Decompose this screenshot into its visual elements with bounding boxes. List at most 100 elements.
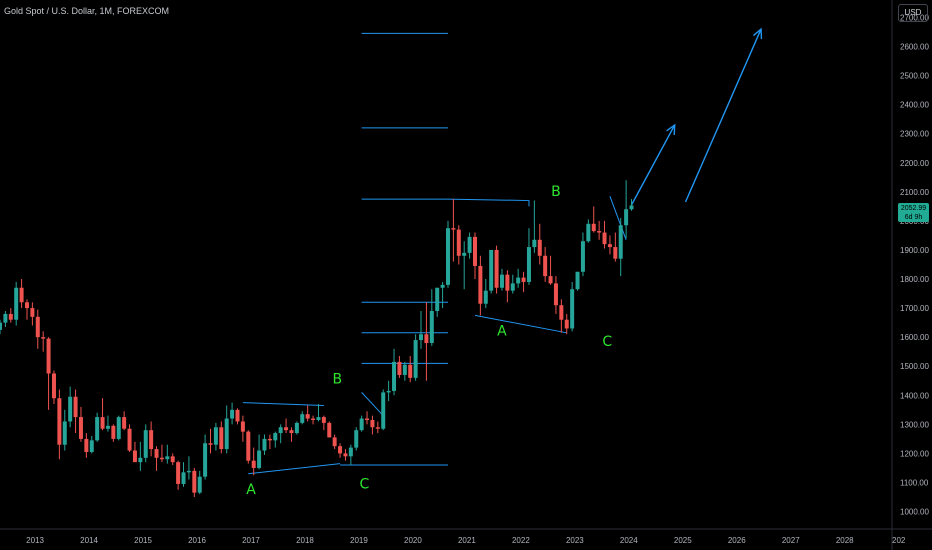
- candle-body: [62, 421, 67, 445]
- candle: [624, 180, 629, 239]
- projection-arrow[interactable]: [630, 123, 676, 206]
- candle: [0, 319, 2, 335]
- candle-body: [111, 425, 116, 439]
- candle: [494, 245, 499, 294]
- candle: [370, 415, 375, 435]
- candle: [537, 223, 542, 265]
- arrow-head: [666, 123, 676, 136]
- candle: [138, 441, 143, 471]
- candle-body: [381, 392, 386, 429]
- time-tick-label: 2020: [404, 536, 422, 545]
- candle: [359, 415, 364, 432]
- trend-line[interactable]: [248, 463, 341, 475]
- candle: [510, 274, 515, 294]
- candle-body: [305, 414, 310, 419]
- candle-body: [257, 450, 262, 468]
- candle-body: [138, 457, 143, 463]
- candle: [68, 386, 73, 428]
- wave-label-layer: A B C A B C: [246, 184, 612, 498]
- candle: [284, 418, 289, 434]
- candle: [543, 247, 548, 282]
- time-tick-label: 2018: [296, 536, 314, 545]
- time-axis[interactable]: 2013 2014 2015 2016 2017 2018 2019 2020 2021 2022…: [26, 536, 906, 545]
- price-tick-label: 1300.00: [900, 420, 929, 429]
- candle: [3, 311, 8, 327]
- candle-body: [208, 443, 213, 445]
- trend-line[interactable]: [447, 198, 530, 207]
- candle: [618, 217, 623, 277]
- trend-line[interactable]: [242, 402, 324, 406]
- wave-label: C: [602, 334, 612, 350]
- price-tick-label: 1800.00: [900, 275, 929, 284]
- price-axis[interactable]: 1000.00 1100.00 1200.00 1300.00 1400.00 1500.…: [900, 13, 929, 516]
- trend-line[interactable]: [361, 392, 384, 416]
- candle: [354, 427, 359, 451]
- candle-body: [586, 223, 591, 242]
- candle-body: [386, 390, 391, 393]
- candle-body: [607, 244, 612, 248]
- candle: [235, 408, 240, 425]
- candle: [170, 453, 175, 466]
- candle: [505, 270, 510, 303]
- price-tick-label: 1500.00: [900, 362, 929, 371]
- candle-body: [262, 438, 267, 451]
- candle: [499, 268, 504, 291]
- candle: [419, 311, 424, 349]
- candle-body: [375, 427, 380, 429]
- candle-body: [246, 431, 251, 461]
- candle-body: [186, 470, 191, 473]
- candle: [84, 433, 89, 458]
- candle: [591, 206, 596, 233]
- candle: [521, 271, 526, 293]
- last-price-value: 2052.99: [900, 205, 927, 212]
- candle: [489, 249, 494, 294]
- candle: [462, 241, 467, 290]
- wave-label: C: [359, 476, 369, 492]
- trend-line[interactable]: [609, 196, 627, 240]
- candle: [440, 281, 445, 309]
- candle: [273, 431, 278, 448]
- candle: [224, 405, 229, 454]
- candle-body: [629, 205, 634, 210]
- candle: [132, 441, 137, 463]
- time-tick-label: 2027: [782, 536, 800, 545]
- candle: [613, 232, 618, 262]
- candle: [607, 235, 612, 255]
- candle-body: [521, 277, 526, 282]
- candle-body: [402, 364, 407, 375]
- time-tick-label: 2013: [26, 536, 44, 545]
- candle-body: [537, 239, 542, 256]
- candle: [446, 220, 450, 288]
- candle-body: [613, 247, 618, 259]
- time-tick-label: 2023: [566, 536, 584, 545]
- candle: [219, 421, 224, 454]
- candle-body: [456, 229, 461, 256]
- currency-button[interactable]: USD: [898, 4, 928, 22]
- candle-body: [14, 287, 19, 320]
- candle: [392, 348, 397, 396]
- candle-body: [543, 255, 548, 277]
- candle-body: [143, 430, 148, 458]
- projection-arrow[interactable]: [684, 27, 763, 203]
- candle: [57, 389, 62, 460]
- candle: [149, 421, 154, 457]
- time-tick-label: 2022: [512, 536, 530, 545]
- last-price-tag: 2052.99 6d 9h: [898, 203, 929, 222]
- candle-body: [300, 414, 305, 423]
- time-tick-label: 2028: [836, 536, 854, 545]
- candle-countdown: 6d 9h: [904, 214, 923, 221]
- time-tick-label: 2021: [458, 536, 476, 545]
- candle: [327, 421, 332, 438]
- price-tick-label: 2300.00: [900, 130, 929, 139]
- candle: [305, 405, 310, 422]
- drawing-layer[interactable]: [242, 27, 763, 475]
- candle-body: [321, 417, 326, 423]
- candle-body: [343, 453, 348, 457]
- candle-body: [472, 236, 477, 266]
- candle: [343, 449, 348, 461]
- trend-line[interactable]: [474, 314, 567, 334]
- candle: [456, 225, 461, 265]
- price-tick-label: 1600.00: [900, 333, 929, 342]
- candle-body: [478, 265, 483, 304]
